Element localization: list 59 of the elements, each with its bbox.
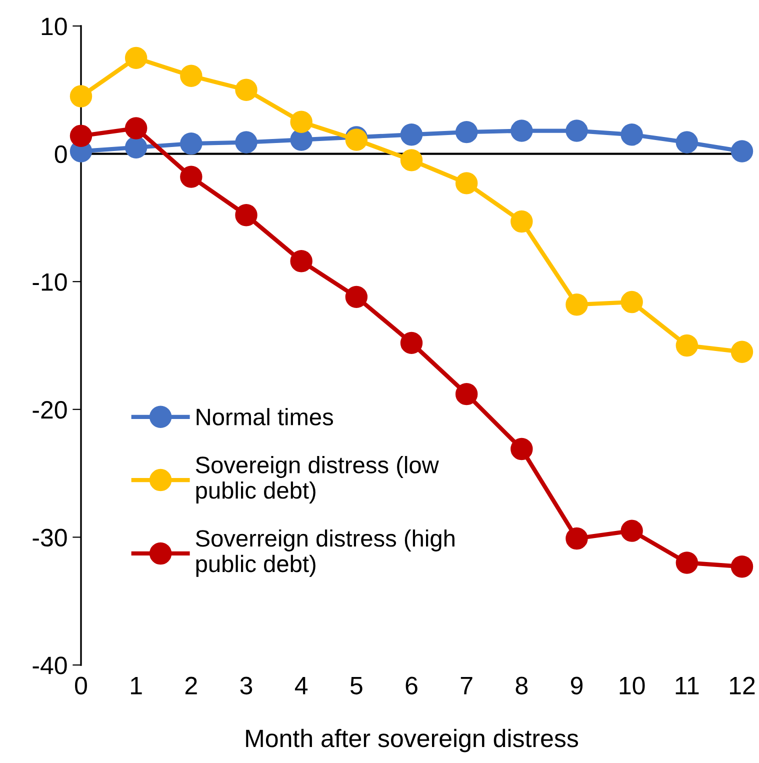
point (70, 85, 92, 108)
point (676, 552, 698, 574)
y-tick-label: -10 (32, 273, 67, 291)
point (290, 128, 312, 151)
point (620, 290, 643, 314)
point (235, 131, 258, 154)
point (730, 140, 754, 162)
x-tick-label: 1 (131, 677, 142, 694)
legend-label: Soverreign distress (high public debt) (196, 529, 454, 577)
x-tick-label: 5 (350, 677, 362, 694)
point (455, 120, 478, 144)
x-tick-label: 8 (516, 676, 528, 694)
y-tick-label: 0 (54, 145, 67, 164)
point (676, 131, 698, 154)
point (235, 78, 258, 102)
point (124, 117, 148, 140)
point (290, 250, 312, 272)
x-tick-label: 2 (185, 676, 197, 694)
x-tick-label: 11 (676, 677, 699, 694)
point (124, 46, 148, 70)
point (180, 132, 202, 155)
x-tick-label: 10 (620, 676, 645, 694)
y-tick-label: -20 (32, 401, 67, 419)
x-tick-label: 3 (240, 676, 252, 694)
point (345, 286, 368, 308)
point (400, 124, 423, 146)
x-axis-title: Month after sovereign distress (246, 728, 578, 752)
x-tick-label: 6 (406, 676, 418, 694)
point (70, 124, 92, 148)
point (455, 382, 478, 406)
point (400, 149, 423, 172)
point (620, 124, 643, 146)
point (180, 64, 202, 87)
x-tick-label: 12 (730, 676, 755, 694)
point (730, 555, 754, 578)
point (180, 166, 202, 188)
y-tick-label: -40 (32, 656, 67, 674)
point (676, 334, 698, 357)
point (290, 110, 312, 133)
legend-label: Normal times (196, 408, 334, 426)
point (510, 210, 533, 233)
point (730, 340, 754, 363)
point (566, 527, 588, 550)
x-tick-label: 9 (570, 676, 583, 694)
point (235, 204, 258, 226)
x-tick-label: 4 (294, 677, 308, 694)
point (566, 120, 588, 142)
point (455, 172, 478, 194)
point (620, 520, 643, 542)
x-tick-label: 0 (75, 676, 87, 694)
point (124, 136, 148, 159)
x-tick-label: 7 (460, 677, 472, 694)
point (400, 332, 423, 354)
point (566, 293, 588, 316)
point (510, 438, 533, 460)
point (510, 120, 533, 142)
y-tick-label: 10 (42, 18, 67, 36)
legend-label: Sovereign distress (low public debt) (196, 456, 439, 504)
y-tick-label: -30 (32, 528, 67, 547)
